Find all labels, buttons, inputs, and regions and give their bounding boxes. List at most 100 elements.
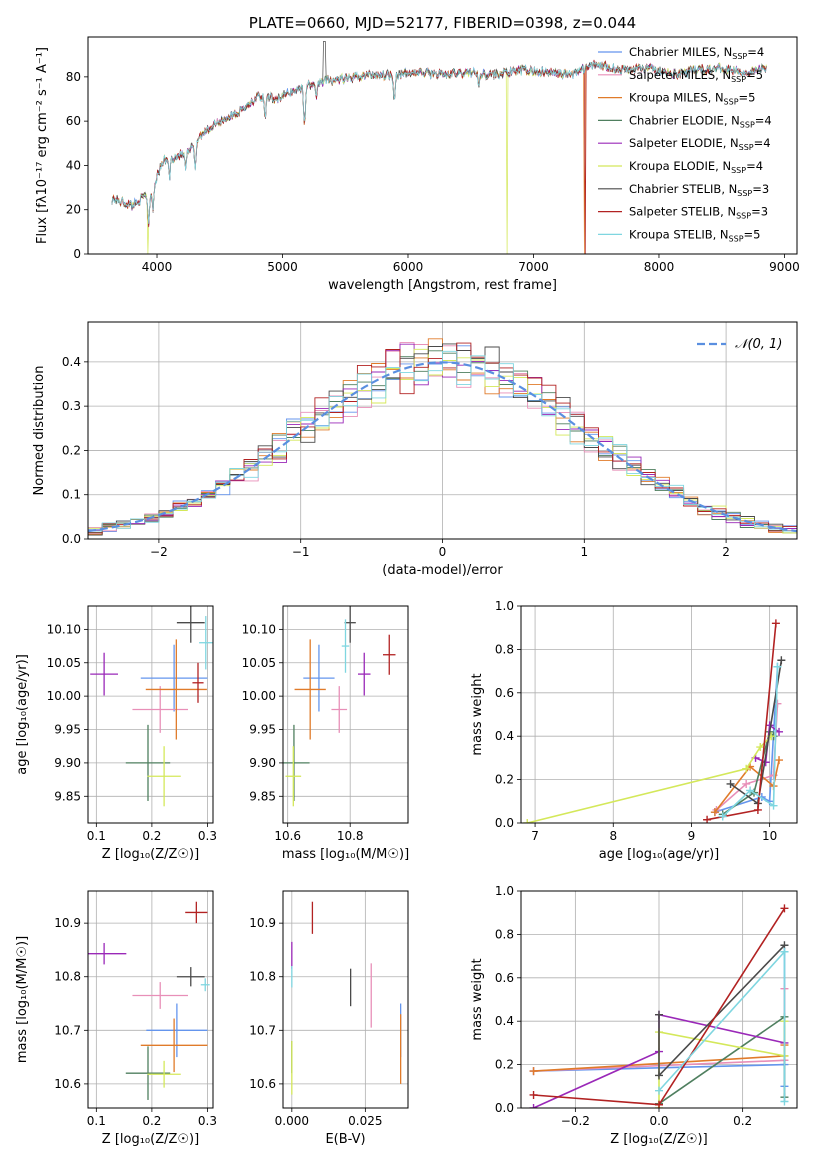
series-marker-salpeter-stelib: [655, 1100, 663, 1108]
y-tick-label: 9.90: [249, 756, 276, 770]
y-tick-label: 10.10: [47, 622, 81, 636]
y-tick-label: 9.90: [54, 756, 81, 770]
series-marker-salpeter-stelib: [780, 904, 789, 913]
x-tick-label: 9: [688, 829, 696, 843]
series-marker-kroupa-stelib: [780, 947, 789, 956]
x-tick-label: 0.1: [87, 829, 106, 843]
legend-label-chabrier-miles: Chabrier MILES, NSSP=4: [629, 45, 764, 61]
y-axis-label: mass weight: [470, 958, 485, 1040]
legend-label-chabrier-stelib: Chabrier STELIB, NSSP=3: [629, 182, 769, 198]
legend-label-chabrier-elodie: Chabrier ELODIE, NSSP=4: [629, 113, 772, 129]
y-tick-label: 0.1: [62, 488, 81, 502]
x-tick-label: 10.8: [337, 829, 364, 843]
axes-frame: [282, 605, 409, 824]
y-tick-label: 0.8: [495, 642, 514, 656]
y-tick-label: 40: [66, 158, 81, 172]
y-tick-label: 0: [73, 247, 81, 261]
panel-age_vs_z: 0.1 0.2 0.3 9.85 9.90 9.95 10.00 10.05 10.10 Z [l…: [15, 605, 217, 862]
x-tick-label: 0.2: [142, 829, 161, 843]
x-tick-label: 0: [439, 545, 447, 559]
y-tick-label: 80: [66, 70, 81, 84]
y-tick-label: 1.0: [495, 884, 514, 898]
y-tick-label: 10.9: [249, 916, 276, 930]
y-tick-label: 0.2: [495, 773, 514, 787]
x-tick-label: 10: [762, 829, 777, 843]
x-tick-label: 2: [722, 545, 730, 559]
plot-area: [111, 41, 767, 254]
y-tick-label: 10.10: [242, 622, 276, 636]
series-marker-salpeter-stelib: [529, 1090, 538, 1099]
x-tick-label: 0.1: [87, 1114, 106, 1128]
panel-spectrum: 4000 5000 6000 7000 8000 9000 0 20 40 60 80 wavelen…: [35, 36, 800, 293]
plot-area: [88, 338, 797, 536]
x-axis-label: Z [log₁₀(Z/Z☉)]: [102, 1132, 199, 1147]
axes-frame: [520, 605, 798, 824]
x-axis-label: wavelength [Angstrom, rest frame]: [328, 278, 557, 293]
series-line-kroupa-stelib: [722, 666, 779, 818]
y-tick-label: 10.6: [249, 1077, 276, 1091]
series-marker-salpeter-stelib: [771, 619, 780, 628]
series-marker-kroupa-miles: [710, 808, 719, 817]
y-tick-label: 0.6: [495, 971, 514, 985]
axes-frame: [87, 321, 798, 540]
y-tick-label: 10.7: [249, 1023, 276, 1037]
legend-label-kroupa-elodie: Kroupa ELODIE, NSSP=4: [629, 159, 763, 175]
chart-title: PLATE=0660, MJD=52177, FIBERID=0398, z=0…: [249, 14, 636, 32]
y-tick-label: 9.85: [54, 789, 81, 803]
y-axis-label: mass weight: [470, 673, 485, 755]
series-marker-kroupa-stelib: [718, 812, 727, 821]
panel-age_vs_mass: 10.6 10.8 9.85 9.90 9.95 10.00 10.05 10.10 mass …: [242, 605, 409, 862]
x-tick-label: 10.6: [274, 829, 301, 843]
hist-step-chabrier-stelib: [88, 343, 797, 536]
y-tick-label: 20: [66, 203, 81, 217]
x-tick-label: 9000: [769, 260, 800, 274]
y-tick-label: 0.4: [495, 1014, 514, 1028]
series-marker-salpeter-stelib: [703, 815, 712, 823]
x-tick-label: 0.000: [275, 1114, 309, 1128]
hist-step-kroupa-stelib: [88, 350, 797, 532]
x-axis-label: mass [log₁₀(M/M☉)]: [282, 847, 409, 862]
y-axis-label: mass [log₁₀(M/M☉)]: [15, 936, 30, 1063]
plot-area: [291, 901, 402, 1095]
y-tick-label: 0.4: [495, 729, 514, 743]
y-tick-label: 9.95: [54, 723, 81, 737]
x-tick-label: 0.2: [142, 1114, 161, 1128]
plot-area: [88, 901, 210, 1100]
normal-reference-curve: [88, 361, 797, 533]
spectrum-line-salpeter-stelib: [111, 59, 767, 254]
series-line-kroupa-stelib: [658, 949, 786, 1102]
panel-mass_vs_ebv: 0.000 0.025 10.6 10.7 10.8 10.9 E(B-V): [249, 890, 409, 1147]
y-tick-label: 10.00: [242, 689, 276, 703]
y-tick-label: 0.2: [62, 443, 81, 457]
y-tick-label: 0.3: [62, 399, 81, 413]
axes-frame: [87, 36, 798, 255]
axes-frame: [87, 605, 214, 824]
x-tick-label: 4000: [142, 260, 173, 274]
x-tick-label: 7000: [518, 260, 549, 274]
x-axis-label: Z [log₁₀(Z/Z☉)]: [102, 847, 199, 862]
panel-weight_vs_z: −0.2 0.0 0.2 0.0 0.2 0.4 0.6 0.8 1.0 Z [log₁₀(Z/Z…: [470, 884, 798, 1147]
plot-area: [90, 606, 213, 807]
series-marker-chabrier-stelib: [726, 779, 735, 788]
y-tick-label: 10.05: [47, 656, 81, 670]
x-axis-label: (data-model)/error: [382, 563, 503, 578]
x-tick-label: 0.2: [733, 1114, 752, 1128]
axes-frame: [282, 890, 409, 1109]
panel-weight_vs_age: 7 8 9 10 0.0 0.2 0.4 0.6 0.8 1.0 age [log₁₀(age/yr…: [470, 599, 798, 862]
legend-label-salpeter-stelib: Salpeter STELIB, NSSP=3: [629, 205, 768, 221]
series-line-chabrier-elodie: [658, 1015, 786, 1105]
x-tick-label: 6000: [393, 260, 424, 274]
y-tick-label: 10.9: [54, 916, 81, 930]
axes-frame: [520, 890, 798, 1109]
x-tick-label: 5000: [267, 260, 298, 274]
spectrum-legend: Chabrier MILES, NSSP=4 Salpeter MILES, NS…: [598, 45, 772, 243]
series-marker-kroupa-elodie: [756, 743, 765, 752]
series-line-salpeter-stelib: [706, 623, 777, 821]
series-marker-kroupa-stelib: [773, 662, 782, 671]
y-tick-label: 9.85: [249, 789, 276, 803]
x-axis-label: age [log₁₀(age/yr)]: [599, 847, 720, 862]
y-tick-label: 0.0: [62, 532, 81, 546]
series-marker-chabrier-stelib: [655, 1071, 663, 1080]
y-tick-label: 60: [66, 114, 81, 128]
y-tick-label: 0.8: [495, 927, 514, 941]
